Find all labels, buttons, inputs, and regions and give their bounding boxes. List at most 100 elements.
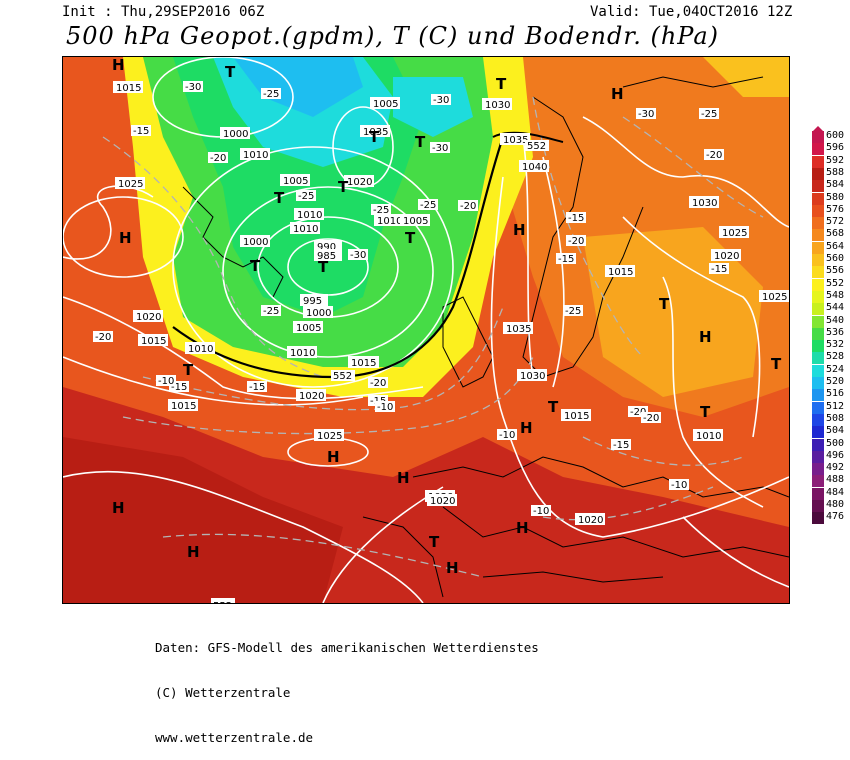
legend-value: 572 [826, 216, 845, 228]
legend-value: 564 [826, 240, 845, 252]
legend-entry: 480 [812, 499, 850, 512]
temperature-label: -30 [185, 82, 201, 93]
low-marker: T [183, 361, 194, 379]
temperature-label: -10 [158, 376, 174, 387]
high-marker: H [520, 419, 533, 437]
isobar-label: 1015 [351, 358, 376, 369]
isobar-label: 1020 [578, 515, 603, 526]
isobar-label: 1015 [116, 83, 141, 94]
legend-entry: 544 [812, 302, 850, 316]
isobar-label: 1020 [136, 312, 161, 323]
low-marker: T [250, 257, 261, 275]
temperature-lines [102, 96, 764, 578]
isobar-label: 1005 [296, 323, 321, 334]
footer-credits: Daten: GFS-Modell des amerikanischen Wet… [155, 610, 539, 760]
isobar-label: 1010 [696, 431, 721, 442]
high-marker: H [611, 85, 624, 103]
legend-entry: 596 [812, 142, 850, 156]
isobar-label: 995 [303, 296, 322, 307]
isobar-label: 1015 [564, 411, 589, 422]
legend-value: 500 [826, 437, 845, 449]
legend-swatch [812, 401, 824, 414]
temperature-label: -15 [171, 382, 187, 393]
legend-bottom-arrow [812, 515, 824, 523]
low-marker: T [318, 258, 329, 276]
isobar-label: 1035 [503, 135, 528, 146]
ne-yellow [703, 57, 789, 97]
geopotential-labels: 552 552 552 [211, 140, 549, 603]
legend-swatch [812, 487, 824, 500]
pressure-highs: H H H H H H H H H H H H [112, 57, 712, 577]
legend-value: 592 [826, 154, 845, 166]
legend-swatch [812, 352, 824, 365]
legend-entry: 552 [812, 278, 850, 291]
high-marker: H [397, 469, 410, 487]
temperature-label: -20 [210, 153, 226, 164]
temperature-label: -30 [638, 109, 654, 120]
pressure-lows: T T T T T T T T T T T T T T T [183, 63, 782, 551]
temperature-label: -20 [460, 201, 476, 212]
high-marker: H [119, 229, 132, 247]
legend-entry: 508 [812, 413, 850, 426]
temperature-label: -30 [432, 143, 448, 154]
legend-value: 528 [826, 351, 845, 363]
legend-entry: 496 [812, 449, 850, 463]
legend-entry: 568 [812, 228, 850, 242]
legend-swatch [812, 217, 824, 230]
temperature-label: -15 [249, 382, 265, 393]
high-marker: H [516, 519, 529, 537]
legend-entry: 548 [812, 290, 850, 303]
trough-center [233, 57, 363, 117]
legend-entry: 500 [812, 437, 850, 451]
legend-value: 600 [826, 130, 845, 141]
legend-swatch [812, 463, 824, 476]
legend-swatch [812, 155, 824, 168]
temperature-label: -20 [630, 407, 646, 418]
isobar-labels: 1015 1000 1005 1010 1005 1015 1010 1000 … [113, 81, 789, 526]
hot-region [63, 437, 343, 603]
isobar-label: 1035 [506, 324, 531, 335]
legend-value: 476 [826, 511, 845, 523]
temperature-label: -10 [533, 506, 549, 517]
legend-swatch [812, 167, 824, 180]
low-marker: T [496, 75, 507, 93]
high-marker: H [513, 221, 526, 239]
legend-value: 484 [826, 486, 845, 498]
legend-value: 560 [826, 253, 845, 264]
legend-swatch [812, 143, 824, 156]
temperature-label: -25 [565, 306, 581, 317]
legend-swatch [812, 413, 824, 426]
temperature-label: -25 [263, 89, 279, 100]
temperature-label: -25 [298, 191, 314, 202]
temperature-label: -15 [558, 254, 574, 265]
map-svg: 1015 1000 1005 1010 1005 1015 1010 1000 … [63, 57, 789, 603]
legend-value: 512 [826, 400, 845, 412]
isobar-label: 1020 [347, 177, 372, 188]
low-marker: T [429, 533, 440, 551]
low-marker: T [405, 229, 416, 247]
legend-value: 540 [826, 314, 845, 326]
legend-value: 520 [826, 376, 845, 387]
temperature-label: -20 [370, 378, 386, 389]
legend-value: 488 [826, 474, 845, 486]
low-marker: T [369, 128, 380, 146]
chart-title: 500 hPa Geopot.(gpdm), T (C) und Bodendr… [66, 22, 720, 50]
temperature-label: -15 [568, 213, 584, 224]
isobar-label: 1030 [485, 100, 510, 111]
high-marker: H [327, 448, 340, 466]
legend-value: 544 [826, 302, 845, 314]
isobar-label: 990 [317, 242, 336, 253]
legend-value: 496 [826, 449, 845, 461]
legend-entry: 516 [812, 388, 850, 402]
legend-value: 504 [826, 425, 845, 437]
temperature-label: -25 [373, 205, 389, 216]
isobar-label: 1025 [317, 431, 342, 442]
footer-website-link[interactable]: www.wetterzentrale.de [155, 730, 314, 745]
isobar-label: 1025 [118, 179, 143, 190]
legend-value: 492 [826, 462, 845, 474]
legend-entry: 524 [812, 364, 850, 377]
isobar-label: 1010 [297, 210, 322, 221]
legend-entry: 484 [812, 486, 850, 500]
isobar-label: 1030 [520, 371, 545, 382]
legend-swatch [812, 364, 824, 377]
